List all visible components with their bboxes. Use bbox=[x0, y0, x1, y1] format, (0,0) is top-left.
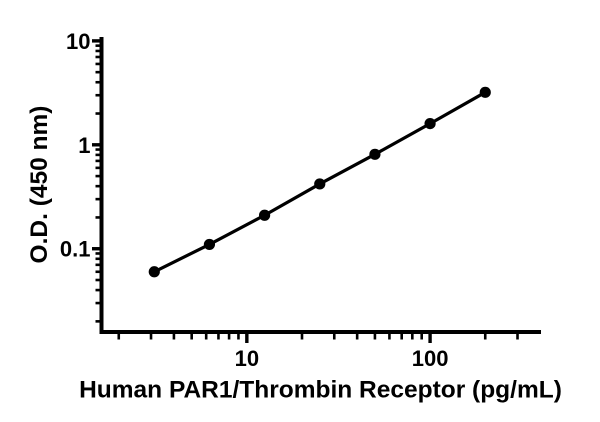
x-tick-label: 10 bbox=[235, 346, 259, 371]
y-axis-title: O.D. (450 nm) bbox=[26, 106, 53, 264]
x-axis-title: Human PAR1/Thrombin Receptor (pg/mL) bbox=[79, 377, 562, 404]
y-tick-label: 0.1 bbox=[60, 237, 91, 262]
axis-spines bbox=[99, 37, 541, 334]
y-tick-label: 10 bbox=[66, 29, 90, 54]
data-point bbox=[424, 117, 436, 130]
data-point bbox=[259, 209, 271, 221]
tick-labels: 10 100 10 1 0.1 bbox=[60, 29, 449, 371]
data-point bbox=[148, 266, 160, 278]
x-tick-label: 100 bbox=[412, 346, 449, 371]
data-point bbox=[314, 178, 326, 190]
data-point bbox=[479, 86, 491, 98]
data-series bbox=[148, 86, 491, 278]
y-tick-label: 1 bbox=[78, 133, 90, 158]
data-point bbox=[369, 148, 381, 160]
data-point bbox=[203, 238, 216, 251]
